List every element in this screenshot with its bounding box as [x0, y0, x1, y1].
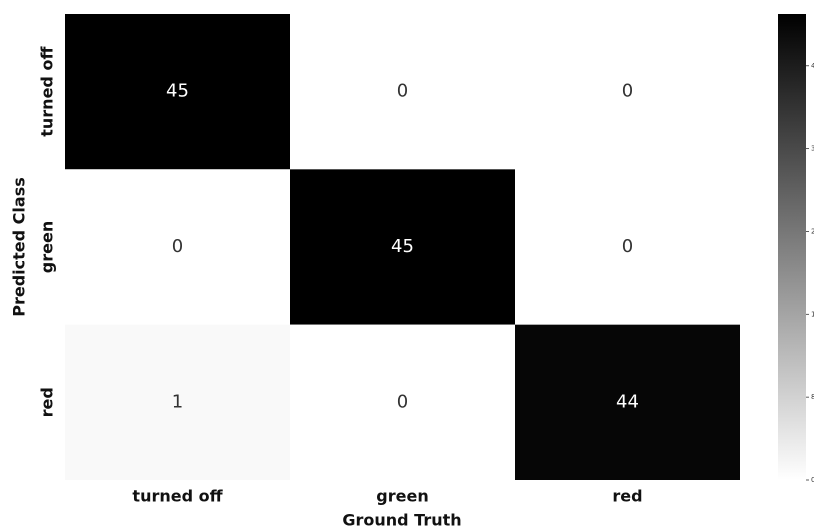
- cell-label: 1: [172, 391, 183, 412]
- x-tick-label: turned off: [132, 487, 223, 506]
- colorbar-tick-label: 1: [811, 310, 814, 318]
- cell-label: 0: [397, 391, 408, 412]
- cell-label: 45: [166, 81, 189, 102]
- cell: [515, 324, 740, 480]
- cell: [290, 324, 515, 480]
- cell: [515, 14, 740, 170]
- colorbar-tick-label: 3: [811, 145, 814, 153]
- cell-label: 0: [397, 81, 408, 102]
- x-axis-title: Ground Truth: [342, 511, 461, 530]
- cell-label: 44: [616, 391, 639, 412]
- cell-label: 0: [172, 236, 183, 257]
- colorbar-tick-label: 0: [811, 476, 814, 484]
- colorbar-tick-label: 4: [811, 62, 814, 70]
- cell: [65, 169, 290, 325]
- y-tick-label: green: [38, 221, 57, 273]
- x-tick-label: green: [376, 487, 428, 506]
- y-tick-label: red: [38, 387, 57, 417]
- colorbar-tick-label: 2: [811, 227, 814, 235]
- cell-label: 0: [622, 236, 633, 257]
- cell-label: 45: [391, 236, 414, 257]
- cell: [290, 169, 515, 325]
- cell: [515, 169, 740, 325]
- cell: [65, 324, 290, 480]
- cell: [290, 14, 515, 170]
- cell-label: 0: [622, 81, 633, 102]
- colorbar: [778, 14, 806, 480]
- x-tick-label: red: [612, 487, 642, 506]
- cell: [65, 14, 290, 170]
- y-tick-label: turned off: [38, 46, 57, 137]
- y-axis-title: Predicted Class: [10, 177, 29, 316]
- colorbar-tick-label: 8: [811, 393, 814, 401]
